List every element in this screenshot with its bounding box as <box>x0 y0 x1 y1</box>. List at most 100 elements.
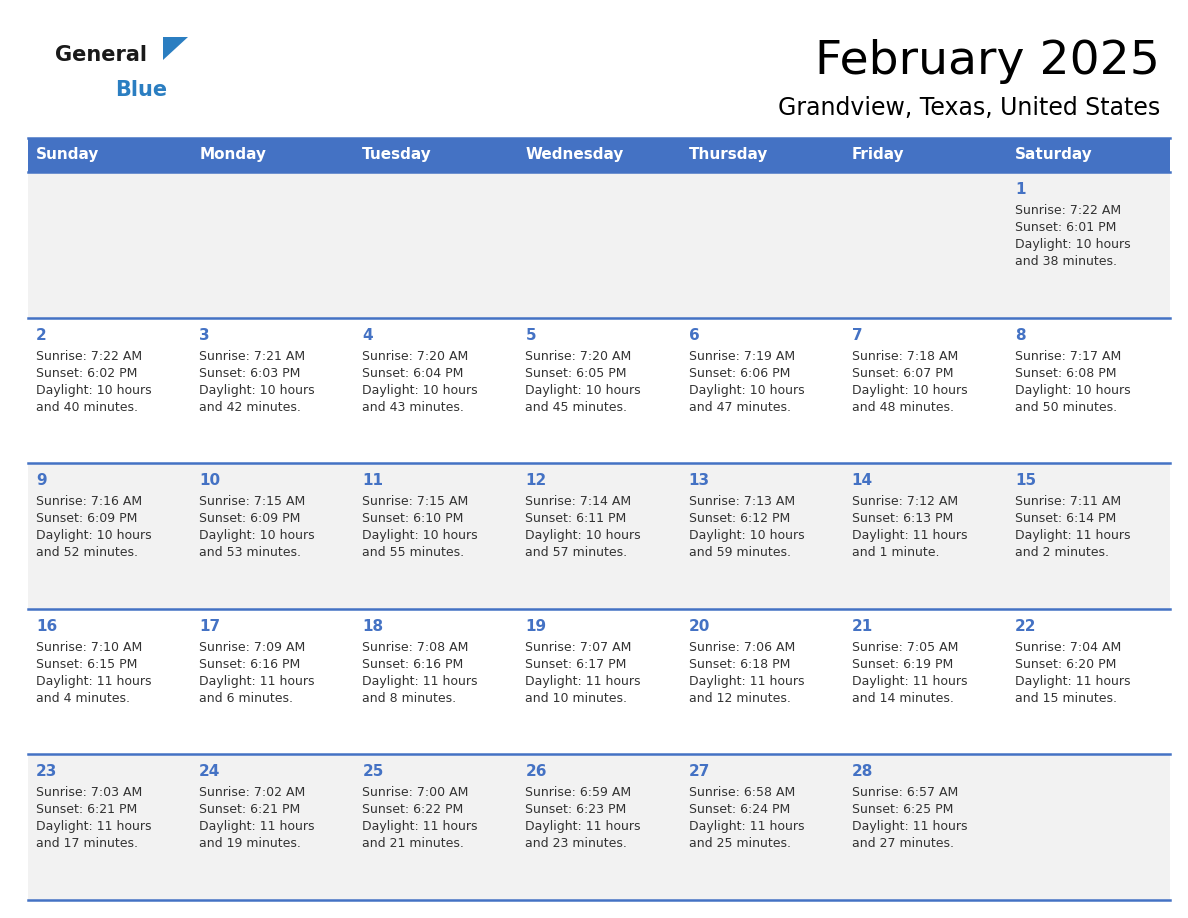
Bar <box>29 138 191 172</box>
Text: 10: 10 <box>200 473 220 488</box>
Text: Sunrise: 7:11 AM: Sunrise: 7:11 AM <box>1015 495 1121 509</box>
Text: Sunset: 6:21 PM: Sunset: 6:21 PM <box>200 803 301 816</box>
Text: General: General <box>55 45 147 65</box>
Text: Sunrise: 7:21 AM: Sunrise: 7:21 AM <box>200 350 305 363</box>
Text: and 43 minutes.: and 43 minutes. <box>362 400 465 414</box>
Text: and 57 minutes.: and 57 minutes. <box>525 546 627 559</box>
Text: Sunrise: 7:05 AM: Sunrise: 7:05 AM <box>852 641 958 654</box>
Text: and 45 minutes.: and 45 minutes. <box>525 400 627 414</box>
Text: 11: 11 <box>362 473 384 488</box>
Text: Saturday: Saturday <box>1015 148 1093 162</box>
Text: and 8 minutes.: and 8 minutes. <box>362 692 456 705</box>
Text: Sunset: 6:08 PM: Sunset: 6:08 PM <box>1015 366 1117 380</box>
Bar <box>354 609 518 755</box>
Text: Daylight: 10 hours: Daylight: 10 hours <box>200 384 315 397</box>
Text: Daylight: 11 hours: Daylight: 11 hours <box>525 821 642 834</box>
Bar <box>681 138 843 172</box>
Bar <box>1007 755 1170 900</box>
Text: 15: 15 <box>1015 473 1036 488</box>
Bar <box>518 318 681 464</box>
Bar <box>354 172 518 318</box>
Text: Sunset: 6:19 PM: Sunset: 6:19 PM <box>852 658 953 671</box>
Text: Daylight: 11 hours: Daylight: 11 hours <box>200 675 315 688</box>
Text: Sunrise: 7:20 AM: Sunrise: 7:20 AM <box>362 350 468 363</box>
Bar <box>843 609 1007 755</box>
Text: and 25 minutes.: and 25 minutes. <box>689 837 790 850</box>
Text: Sunset: 6:01 PM: Sunset: 6:01 PM <box>1015 221 1117 234</box>
Text: Sunrise: 7:22 AM: Sunrise: 7:22 AM <box>1015 204 1121 217</box>
Text: Sunset: 6:17 PM: Sunset: 6:17 PM <box>525 658 627 671</box>
Text: and 42 minutes.: and 42 minutes. <box>200 400 301 414</box>
Text: Daylight: 10 hours: Daylight: 10 hours <box>852 384 967 397</box>
Text: Sunrise: 7:00 AM: Sunrise: 7:00 AM <box>362 787 468 800</box>
Bar <box>681 755 843 900</box>
Bar <box>1007 318 1170 464</box>
Bar <box>1007 138 1170 172</box>
Bar <box>29 755 191 900</box>
Text: Sunset: 6:06 PM: Sunset: 6:06 PM <box>689 366 790 380</box>
Bar <box>354 464 518 609</box>
Text: Daylight: 11 hours: Daylight: 11 hours <box>36 675 152 688</box>
Text: and 12 minutes.: and 12 minutes. <box>689 692 790 705</box>
Text: Sunrise: 6:58 AM: Sunrise: 6:58 AM <box>689 787 795 800</box>
Bar <box>681 318 843 464</box>
Text: Sunset: 6:09 PM: Sunset: 6:09 PM <box>200 512 301 525</box>
Text: 8: 8 <box>1015 328 1025 342</box>
Text: 2: 2 <box>36 328 46 342</box>
Text: Blue: Blue <box>115 80 168 100</box>
Text: Daylight: 10 hours: Daylight: 10 hours <box>525 384 642 397</box>
Bar <box>1007 172 1170 318</box>
Text: 4: 4 <box>362 328 373 342</box>
Text: Sunset: 6:18 PM: Sunset: 6:18 PM <box>689 658 790 671</box>
Bar <box>191 464 354 609</box>
Text: 28: 28 <box>852 765 873 779</box>
Text: and 1 minute.: and 1 minute. <box>852 546 940 559</box>
Text: Sunset: 6:13 PM: Sunset: 6:13 PM <box>852 512 953 525</box>
Bar <box>29 464 191 609</box>
Text: Daylight: 10 hours: Daylight: 10 hours <box>362 384 478 397</box>
Text: 26: 26 <box>525 765 546 779</box>
Text: and 38 minutes.: and 38 minutes. <box>1015 255 1117 268</box>
Bar <box>29 172 191 318</box>
Text: Sunset: 6:16 PM: Sunset: 6:16 PM <box>200 658 301 671</box>
Text: Sunrise: 6:59 AM: Sunrise: 6:59 AM <box>525 787 632 800</box>
Text: 14: 14 <box>852 473 873 488</box>
Text: Sunrise: 7:20 AM: Sunrise: 7:20 AM <box>525 350 632 363</box>
Text: February 2025: February 2025 <box>815 39 1159 84</box>
Text: Sunrise: 7:15 AM: Sunrise: 7:15 AM <box>200 495 305 509</box>
Text: Daylight: 11 hours: Daylight: 11 hours <box>36 821 152 834</box>
Polygon shape <box>163 37 188 60</box>
Text: and 50 minutes.: and 50 minutes. <box>1015 400 1117 414</box>
Text: and 14 minutes.: and 14 minutes. <box>852 692 954 705</box>
Text: 22: 22 <box>1015 619 1036 633</box>
Bar <box>191 609 354 755</box>
Text: Friday: Friday <box>852 148 904 162</box>
Text: Daylight: 11 hours: Daylight: 11 hours <box>689 821 804 834</box>
Text: Sunrise: 7:13 AM: Sunrise: 7:13 AM <box>689 495 795 509</box>
Text: Daylight: 10 hours: Daylight: 10 hours <box>200 529 315 543</box>
Text: 16: 16 <box>36 619 57 633</box>
Text: 3: 3 <box>200 328 210 342</box>
Text: Sunset: 6:04 PM: Sunset: 6:04 PM <box>362 366 463 380</box>
Text: Daylight: 11 hours: Daylight: 11 hours <box>689 675 804 688</box>
Bar <box>1007 464 1170 609</box>
Text: Sunset: 6:12 PM: Sunset: 6:12 PM <box>689 512 790 525</box>
Bar <box>1007 609 1170 755</box>
Text: 12: 12 <box>525 473 546 488</box>
Bar <box>518 609 681 755</box>
Text: 9: 9 <box>36 473 46 488</box>
Bar <box>29 609 191 755</box>
Text: Sunset: 6:15 PM: Sunset: 6:15 PM <box>36 658 138 671</box>
Text: and 59 minutes.: and 59 minutes. <box>689 546 790 559</box>
Text: Sunset: 6:14 PM: Sunset: 6:14 PM <box>1015 512 1116 525</box>
Text: and 27 minutes.: and 27 minutes. <box>852 837 954 850</box>
Text: and 15 minutes.: and 15 minutes. <box>1015 692 1117 705</box>
Text: Daylight: 10 hours: Daylight: 10 hours <box>689 384 804 397</box>
Text: Daylight: 11 hours: Daylight: 11 hours <box>200 821 315 834</box>
Text: Sunrise: 7:12 AM: Sunrise: 7:12 AM <box>852 495 958 509</box>
Text: 23: 23 <box>36 765 57 779</box>
Text: 5: 5 <box>525 328 536 342</box>
Text: Sunset: 6:11 PM: Sunset: 6:11 PM <box>525 512 627 525</box>
Text: Sunset: 6:25 PM: Sunset: 6:25 PM <box>852 803 953 816</box>
Text: and 10 minutes.: and 10 minutes. <box>525 692 627 705</box>
